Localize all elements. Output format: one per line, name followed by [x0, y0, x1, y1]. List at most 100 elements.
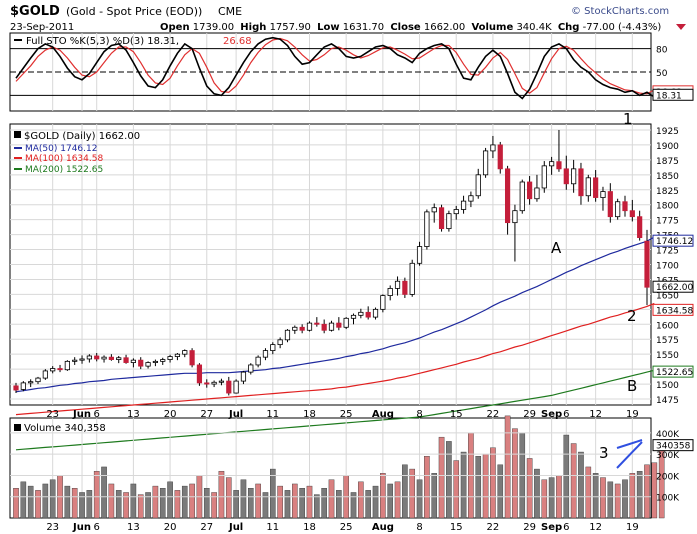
candle-body — [248, 364, 254, 373]
volume-bar — [35, 490, 41, 519]
candle-body — [504, 168, 511, 224]
ma100-badge: 1634.58 — [656, 306, 693, 316]
candle-body — [233, 380, 239, 394]
candle-body — [438, 207, 445, 230]
x-tick-label: 13 — [127, 522, 140, 533]
candle-body — [585, 177, 591, 197]
x-tick-label: Sep — [541, 522, 562, 533]
volume-tick-label: 200K — [656, 472, 680, 482]
volume-bar — [534, 468, 540, 519]
candle-body — [226, 380, 232, 394]
candle-body — [42, 370, 48, 379]
volume-bar — [570, 443, 577, 519]
x-tick-label: 19 — [626, 409, 639, 420]
candle-body — [328, 322, 335, 331]
x-tick-label: 29 — [523, 409, 536, 420]
candle-body — [343, 317, 349, 328]
candle-body — [145, 362, 151, 367]
svg-text:26.68: 26.68 — [223, 36, 252, 47]
sto-legend: Full STO %K(5,3) %D(3) 18.31, 26.68 — [14, 36, 252, 47]
candle-body — [475, 174, 481, 197]
x-tick-label: 29 — [523, 522, 536, 533]
x-tick-label: Jul — [228, 522, 243, 533]
volume-bar — [130, 483, 137, 519]
candle-body — [174, 353, 181, 357]
ma50-badge-box — [652, 234, 694, 247]
trend-arrow — [616, 439, 643, 469]
x-tick-label: 22 — [487, 522, 500, 533]
price-tick-label: 1600 — [656, 321, 679, 331]
candle-body — [490, 144, 496, 152]
candle-body — [204, 382, 210, 385]
x-tick-label: 8 — [416, 522, 422, 533]
candle-body — [57, 368, 63, 371]
volume-bar — [181, 485, 188, 519]
x-tick-label: 23 — [46, 522, 59, 533]
volume-bar — [365, 490, 371, 519]
volume-tick-label: 300K — [656, 451, 680, 461]
volume-bar — [636, 470, 643, 519]
x-tick-label: 20 — [164, 409, 177, 420]
candle-body — [152, 360, 159, 363]
x-tick-label: 6 — [94, 522, 100, 533]
down-arrow-icon — [676, 24, 686, 30]
volume-bar — [600, 477, 606, 519]
volume-bar — [247, 488, 254, 519]
candle-body — [240, 371, 247, 382]
x-tick-label: 15 — [450, 409, 463, 420]
candle-body — [541, 165, 547, 189]
volume-bar — [262, 492, 269, 519]
volume-bar — [578, 451, 584, 519]
candle-body — [299, 326, 305, 331]
volume-badge-box — [652, 439, 694, 452]
watermark: © StockCharts.com — [571, 6, 669, 17]
candle-body — [94, 355, 100, 360]
candle-body — [13, 385, 19, 391]
price-tick-label: 1875 — [656, 157, 679, 167]
candle-body — [123, 357, 129, 363]
price-tick-label: 1850 — [656, 172, 679, 182]
date-label: 23-Sep-2011 — [10, 22, 74, 33]
price-tick-label: 1775 — [656, 217, 679, 227]
candle-body — [431, 207, 437, 213]
candle-body — [336, 322, 342, 328]
volume-legend: Volume 340,358 — [14, 423, 106, 434]
annotation-A: A — [551, 239, 562, 257]
candle-body — [394, 280, 401, 289]
x-tick-label: 18 — [303, 409, 316, 420]
volume-bar — [475, 456, 482, 519]
candle-body — [600, 191, 606, 198]
volume-bar — [115, 490, 122, 519]
candle-body — [20, 382, 26, 390]
svg-text:MA(200) 1522.65: MA(200) 1522.65 — [25, 165, 103, 175]
volume-bar — [504, 415, 511, 519]
volume-bar — [145, 492, 151, 519]
x-tick-label: 25 — [340, 409, 353, 420]
volume-bar — [20, 481, 27, 519]
volume-bar — [314, 494, 320, 519]
volume-bar — [27, 485, 34, 519]
candle-body — [416, 246, 423, 264]
volume-bar — [424, 456, 430, 519]
x-tick-label: 27 — [200, 522, 213, 533]
volume-bar — [321, 488, 327, 519]
x-tick-label: 12 — [589, 409, 602, 420]
volume-bar — [108, 483, 115, 519]
volume-bar — [233, 490, 239, 519]
volume-tick-label: 100K — [656, 494, 680, 504]
volume-bar — [42, 483, 49, 519]
volume-bar — [358, 481, 364, 519]
candle-body — [549, 161, 555, 167]
candle-body — [563, 168, 569, 185]
candle-body — [644, 240, 650, 288]
volume-bar — [203, 488, 210, 519]
volume-bar — [336, 490, 342, 519]
volume-bar — [585, 466, 592, 519]
candle-body — [277, 339, 283, 346]
volume-bar — [402, 464, 408, 519]
price-tick-label: 1575 — [656, 336, 679, 346]
volume-bar — [86, 490, 93, 519]
candle-body — [130, 359, 136, 363]
volume-badge: 340358 — [656, 442, 691, 452]
price-tick-label: 1900 — [656, 142, 679, 152]
